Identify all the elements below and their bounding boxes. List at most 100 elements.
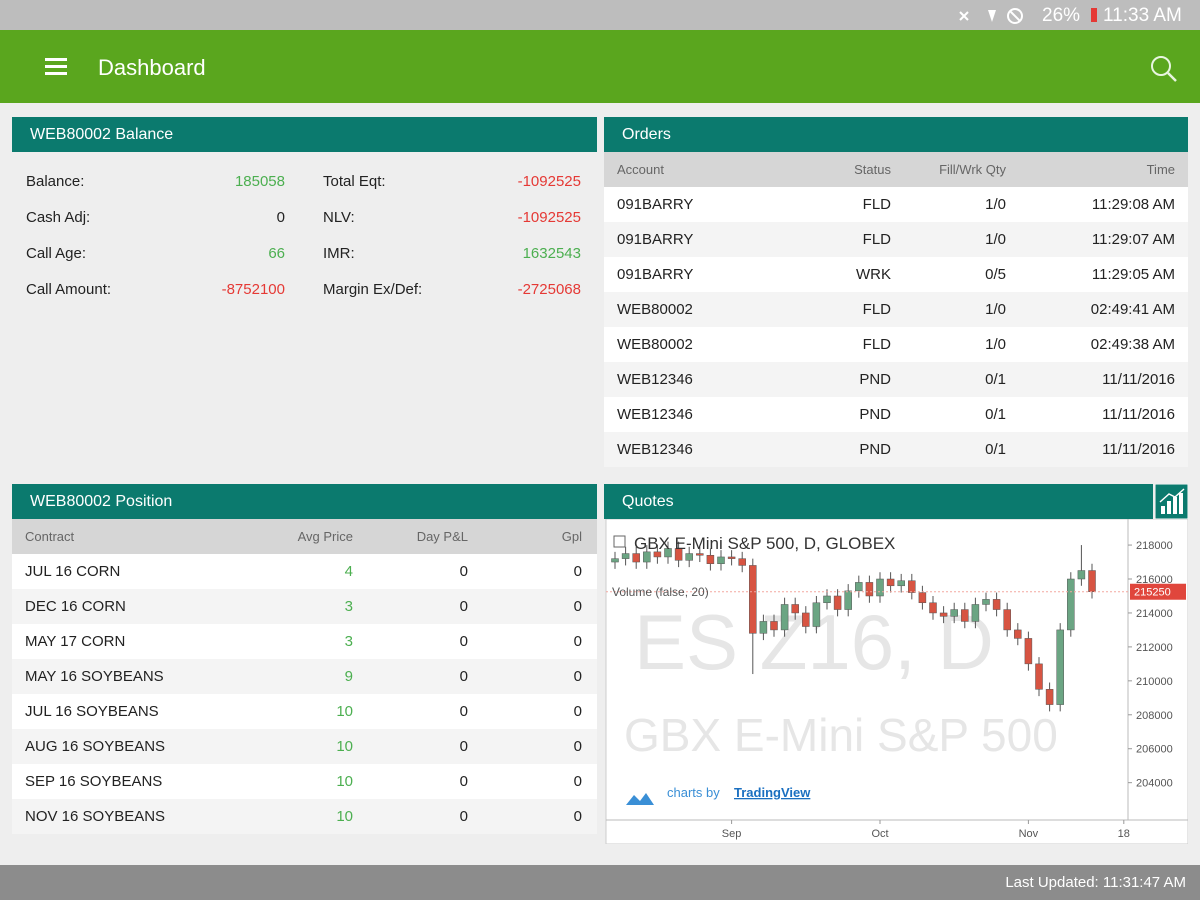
candle-body — [950, 609, 958, 617]
balance-label: IMR: — [323, 245, 355, 262]
candle-body — [1024, 638, 1033, 665]
candle-body — [876, 578, 884, 597]
search-button[interactable] — [1150, 55, 1178, 83]
balance-label: NLV: — [323, 209, 355, 226]
table-row — [604, 187, 1188, 222]
position-cell: 0 — [459, 703, 468, 720]
panel-header: Orders — [604, 117, 1188, 152]
position-cell: 10 — [336, 738, 353, 755]
panel-header: WEB80002 Balance — [12, 117, 597, 152]
position-cell: 0 — [573, 598, 582, 615]
menu-button[interactable] — [45, 57, 69, 77]
table-row — [12, 554, 597, 589]
position-cell: 0 — [573, 773, 582, 790]
last-price-label: 215250 — [1134, 587, 1171, 599]
y-tick-label: 210000 — [1136, 676, 1173, 688]
order-cell: WEB12346 — [617, 371, 693, 388]
order-cell: PND — [859, 406, 891, 423]
candle-body — [982, 599, 990, 605]
candle-body — [908, 580, 916, 593]
candle-body — [855, 582, 863, 592]
candle-body — [664, 548, 672, 558]
order-cell: 11:29:07 AM — [1091, 231, 1175, 248]
position-cell: 0 — [573, 738, 582, 755]
balance-value: -1092525 — [517, 209, 581, 226]
balance-value: 185058 — [234, 173, 285, 190]
order-cell: 0/5 — [985, 266, 1006, 283]
position-cell: 9 — [344, 668, 353, 685]
position-cell: 0 — [459, 808, 468, 825]
balance-value: 66 — [268, 245, 285, 262]
column-header: Contract — [25, 529, 75, 544]
candle-body — [717, 556, 725, 564]
position-cell: JUL 16 CORN — [25, 563, 121, 580]
table-row — [604, 432, 1188, 467]
position-cell: 0 — [573, 668, 582, 685]
position-cell: AUG 16 SOYBEANS — [25, 738, 166, 755]
y-tick-label: 216000 — [1136, 574, 1173, 586]
position-cell: 0 — [573, 563, 582, 580]
y-tick-label: 218000 — [1136, 540, 1173, 552]
order-cell: WEB80002 — [617, 301, 693, 318]
table-header — [604, 152, 1188, 187]
candle-body — [780, 604, 789, 631]
order-cell: 1/0 — [985, 231, 1006, 248]
position-cell: 4 — [344, 563, 353, 580]
chart-settings-button[interactable] — [1155, 484, 1188, 519]
column-header: Account — [617, 162, 664, 177]
candle-body — [696, 553, 704, 556]
candle-body — [918, 592, 927, 604]
candle-body — [1045, 689, 1054, 705]
position-cell: 0 — [573, 703, 582, 720]
watermark: GBX E-Mini S&P 500 — [624, 709, 1058, 761]
credit: charts by — [667, 785, 720, 800]
candle-body — [929, 602, 937, 614]
column-header: Fill/Wrk Qty — [939, 162, 1006, 177]
column-header: Time — [1146, 162, 1175, 177]
table-row — [604, 257, 1188, 292]
y-tick-label: 212000 — [1136, 642, 1173, 654]
balance-label: Balance: — [26, 173, 85, 190]
balance-label: Call Amount: — [26, 281, 112, 298]
order-cell: 11:29:08 AM — [1091, 196, 1175, 213]
last-updated: Last Updated: 11:31:47 AM — [1005, 874, 1186, 891]
candle-body — [1056, 629, 1064, 705]
balance-value: -8752100 — [221, 281, 285, 298]
candle-body — [770, 621, 778, 631]
y-tick-label: 204000 — [1136, 778, 1173, 790]
candle-body — [759, 621, 768, 634]
clock: 11:33 AM — [1103, 5, 1182, 26]
table-row — [12, 589, 597, 624]
position-cell: MAY 17 CORN — [25, 633, 126, 650]
table-header — [12, 519, 597, 554]
candle-body — [886, 578, 895, 587]
position-cell: JUL 16 SOYBEANS — [25, 703, 159, 720]
position-cell: SEP 16 SOYBEANS — [25, 773, 163, 790]
candle-body — [833, 595, 842, 610]
order-cell: PND — [859, 441, 891, 458]
credit-link[interactable]: TradingView — [734, 785, 811, 800]
order-cell: WRK — [856, 266, 891, 283]
candle-body — [865, 582, 874, 597]
collapse-toggle — [613, 535, 626, 548]
balance-value: 0 — [276, 209, 285, 226]
candle-body — [706, 554, 715, 564]
table-row — [12, 729, 597, 764]
order-cell: 11/11/2016 — [1102, 406, 1175, 423]
order-cell: WEB12346 — [617, 441, 693, 458]
position-cell: 0 — [459, 563, 468, 580]
order-cell: 1/0 — [985, 196, 1006, 213]
battery-icon — [1091, 8, 1097, 22]
x-tick-label: Sep — [722, 828, 742, 840]
candle-body — [621, 553, 630, 559]
table-row — [604, 362, 1188, 397]
order-cell: 091BARRY — [617, 266, 694, 283]
y-tick-label: 214000 — [1136, 608, 1173, 620]
column-header: Gpl — [561, 529, 582, 544]
volume-label: Volume (false, 20) — [612, 585, 709, 599]
table-row — [604, 292, 1188, 327]
panel-header: Quotes — [604, 484, 1153, 519]
candle-body — [727, 556, 736, 559]
candle-body — [939, 612, 948, 617]
